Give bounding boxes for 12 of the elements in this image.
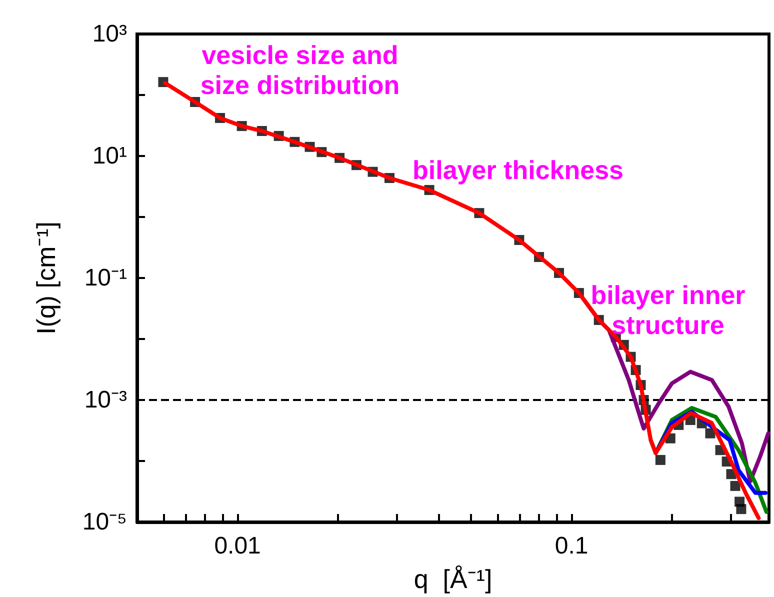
y-tick-label: 10³ <box>92 20 128 48</box>
annotation: bilayer inner structure <box>590 280 746 340</box>
y-tick-label: 10⁻³ <box>84 386 128 414</box>
annotation: vesicle size and size distribution <box>200 40 400 100</box>
annotation: bilayer thickness <box>412 155 624 185</box>
y-tick-label: 10⁻¹ <box>84 264 128 292</box>
y-axis-title: I(q) [cm⁻¹] <box>31 222 61 334</box>
y-tick-label: 10⁻⁵ <box>82 508 127 536</box>
x-tick-label: 0.01 <box>214 532 261 560</box>
x-axis-title: q [Å⁻¹] <box>414 564 492 594</box>
x-tick-label: 0.1 <box>554 532 588 560</box>
y-tick-label: 10¹ <box>92 142 128 170</box>
